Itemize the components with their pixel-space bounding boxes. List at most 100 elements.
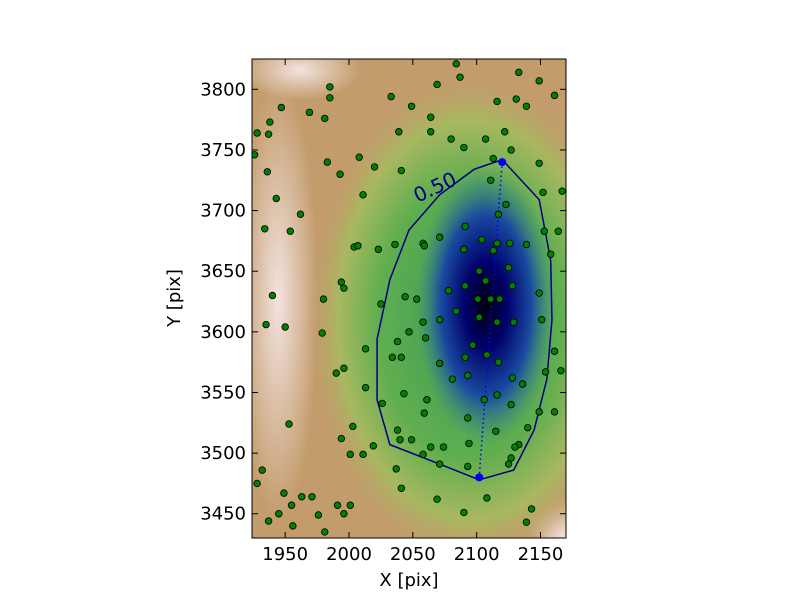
scatter-point: [400, 389, 408, 398]
scatter-point: [464, 414, 472, 422]
scatter-point: [509, 318, 518, 326]
scatter-point: [507, 454, 515, 462]
scatter-point: [359, 450, 367, 459]
scatter-point: [321, 528, 329, 536]
scatter-point: [535, 289, 543, 297]
scatter-point: [475, 267, 483, 275]
scatter-point: [433, 495, 441, 503]
scatter-point: [447, 135, 455, 143]
scatter-point: [541, 368, 550, 376]
scatter-point: [426, 443, 435, 451]
scatter-point: [308, 493, 316, 501]
scatter-point: [535, 408, 543, 416]
scatter-point: [321, 114, 329, 123]
scatter-point: [395, 128, 403, 136]
scatter-point: [419, 318, 427, 326]
scatter-point: [377, 300, 385, 308]
scatter-point: [511, 443, 519, 451]
scatter-point: [506, 239, 514, 248]
scatter-point: [444, 286, 453, 295]
scatter-point: [493, 97, 501, 106]
scatter-point: [461, 353, 469, 362]
scatter-point: [522, 240, 531, 249]
scatter-point: [504, 460, 513, 468]
scatter-point: [493, 318, 501, 326]
scatter-point: [369, 442, 377, 450]
scatter-point: [401, 292, 409, 301]
scatter-point: [393, 337, 402, 346]
x-axis-label: X [pix]: [379, 570, 438, 591]
scatter-point: [435, 359, 444, 368]
axis-endpoint: [498, 158, 507, 167]
scatter-point: [527, 505, 536, 513]
scatter-point: [388, 353, 397, 362]
scatter-point: [319, 295, 328, 303]
scatter-point: [481, 135, 490, 143]
scatter-point: [494, 358, 503, 366]
scatter-point: [387, 92, 395, 101]
scatter-point: [524, 423, 532, 432]
scatter-point: [540, 227, 549, 235]
scatter-point: [504, 263, 513, 272]
scatter-point: [333, 501, 342, 509]
scatter-point: [405, 328, 413, 336]
scatter-point: [508, 374, 517, 382]
scatter-point: [420, 409, 429, 417]
scatter-point: [396, 436, 404, 444]
x-tick-label: 1950: [262, 544, 308, 565]
scatter-point: [492, 427, 500, 435]
scatter-point: [493, 391, 501, 399]
scatter-point: [374, 245, 383, 254]
scatter-point: [507, 146, 515, 154]
scatter-point: [483, 494, 491, 502]
scatter-point: [460, 143, 468, 152]
axes-frame: [251, 58, 567, 539]
scatter-point: [361, 383, 370, 392]
x-tick-label: 2000: [326, 544, 372, 565]
scatter-point: [522, 518, 531, 526]
scatter-point: [502, 200, 510, 209]
scatter-point: [253, 129, 261, 137]
scatter-point: [336, 170, 344, 178]
scatter-point: [323, 158, 332, 166]
scatter-point: [272, 194, 280, 203]
scatter-point: [460, 508, 468, 517]
scatter-point: [452, 60, 460, 68]
y-tick-label: 3800: [200, 79, 246, 100]
scatter-point: [483, 351, 491, 359]
scatter-point: [518, 380, 527, 388]
scatter-point: [426, 113, 435, 121]
scatter-point: [296, 210, 305, 218]
scatter-point: [340, 364, 348, 372]
scatter-point: [474, 295, 482, 303]
y-tick-label: 3500: [200, 443, 246, 464]
scatter-point: [407, 102, 416, 110]
scatter-point: [318, 329, 326, 337]
scatter-point: [258, 466, 266, 474]
scatter-point: [448, 375, 457, 383]
scatter-point: [493, 239, 501, 248]
scatter-point: [558, 187, 566, 195]
scatter-point: [535, 159, 543, 167]
scatter-point: [264, 517, 273, 525]
scatter-point: [426, 128, 435, 136]
scatter-point: [452, 307, 460, 315]
scatter-point: [412, 295, 421, 303]
y-tick-label: 3450: [200, 504, 246, 525]
scatter-point: [298, 493, 306, 501]
scatter-point: [280, 489, 288, 497]
density-map: [252, 59, 566, 538]
scatter-point: [465, 439, 473, 448]
scatter-point: [460, 245, 468, 254]
scatter-point: [285, 420, 293, 428]
scatter-point: [486, 295, 495, 303]
scatter-point: [266, 118, 274, 126]
scatter-point: [337, 278, 346, 286]
scatter-point: [359, 191, 367, 199]
scatter-point: [435, 316, 444, 324]
scatter-point: [464, 462, 472, 471]
scatter-point: [326, 83, 334, 91]
scatter-point: [420, 242, 429, 250]
axis-endpoint: [475, 473, 484, 482]
